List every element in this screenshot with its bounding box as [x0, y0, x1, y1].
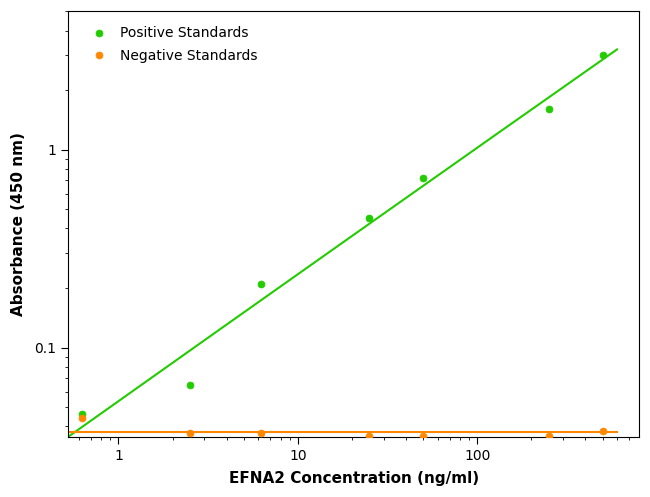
Negative Standards [78, 415, 86, 421]
Negative Standards [545, 432, 552, 438]
Legend: Positive Standards, Negative Standards: Positive Standards, Negative Standards [81, 22, 261, 67]
Positive Standards [545, 106, 552, 112]
Line: Positive Standards: Positive Standards [79, 52, 606, 418]
Negative Standards [599, 428, 606, 434]
Positive Standards [186, 382, 194, 388]
Negative Standards [257, 430, 265, 436]
Line: Negative Standards: Negative Standards [79, 415, 606, 439]
Negative Standards [365, 432, 373, 438]
Positive Standards [365, 215, 373, 221]
Negative Standards [186, 430, 194, 436]
Positive Standards [419, 175, 427, 181]
Positive Standards [599, 52, 606, 58]
Y-axis label: Absorbance (450 nm): Absorbance (450 nm) [11, 132, 26, 316]
X-axis label: EFNA2 Concentration (ng/ml): EFNA2 Concentration (ng/ml) [229, 471, 478, 486]
Negative Standards [419, 432, 427, 438]
Positive Standards [257, 281, 265, 287]
Positive Standards [78, 412, 86, 417]
